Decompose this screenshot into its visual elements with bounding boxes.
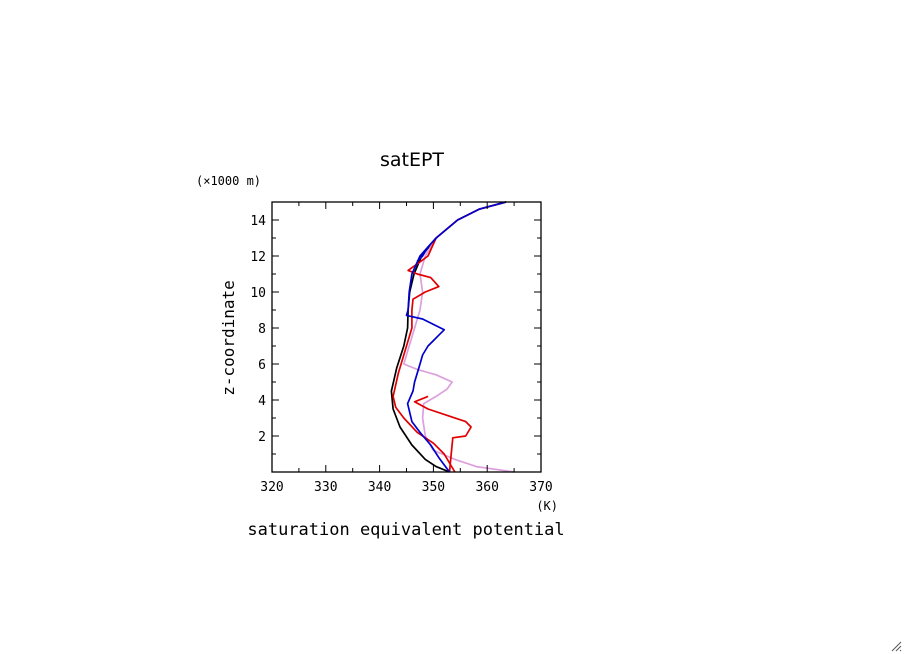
x-tick-label: 360 xyxy=(475,480,498,495)
x-tick-label: 350 xyxy=(422,480,445,495)
series-layer xyxy=(390,201,515,473)
series-line-5 xyxy=(405,201,507,473)
y-tick-label: 12 xyxy=(250,250,266,265)
x-tick-label: 370 xyxy=(529,480,552,495)
series-line-4 xyxy=(413,395,472,473)
x-axis-label: saturation equivalent potential xyxy=(247,520,564,540)
series-line-6 xyxy=(416,246,429,262)
chart-title: satEPT xyxy=(380,149,444,171)
y-tick-label: 10 xyxy=(250,286,266,301)
y-tick-label: 2 xyxy=(258,430,266,445)
y-tick-label: 14 xyxy=(250,214,266,229)
resize-grip-icon[interactable] xyxy=(890,640,902,652)
y-tick-label: 6 xyxy=(258,358,266,373)
x-tick-label: 320 xyxy=(260,480,283,495)
ticks-layer: 320 330 340 350 360 370 2 4 6 8 10 12 14 xyxy=(250,202,553,495)
plot-frame xyxy=(271,201,542,473)
x-tick-label: 340 xyxy=(368,480,391,495)
y-unit-label: (×1000 m) xyxy=(196,174,261,188)
x-tick-label: 330 xyxy=(314,480,337,495)
series-line-3 xyxy=(392,201,507,473)
x-unit-label: (K) xyxy=(536,499,558,513)
y-tick-label: 8 xyxy=(258,322,266,337)
y-axis-label: z-coordinate xyxy=(219,280,238,396)
y-tick-label: 4 xyxy=(258,394,266,409)
